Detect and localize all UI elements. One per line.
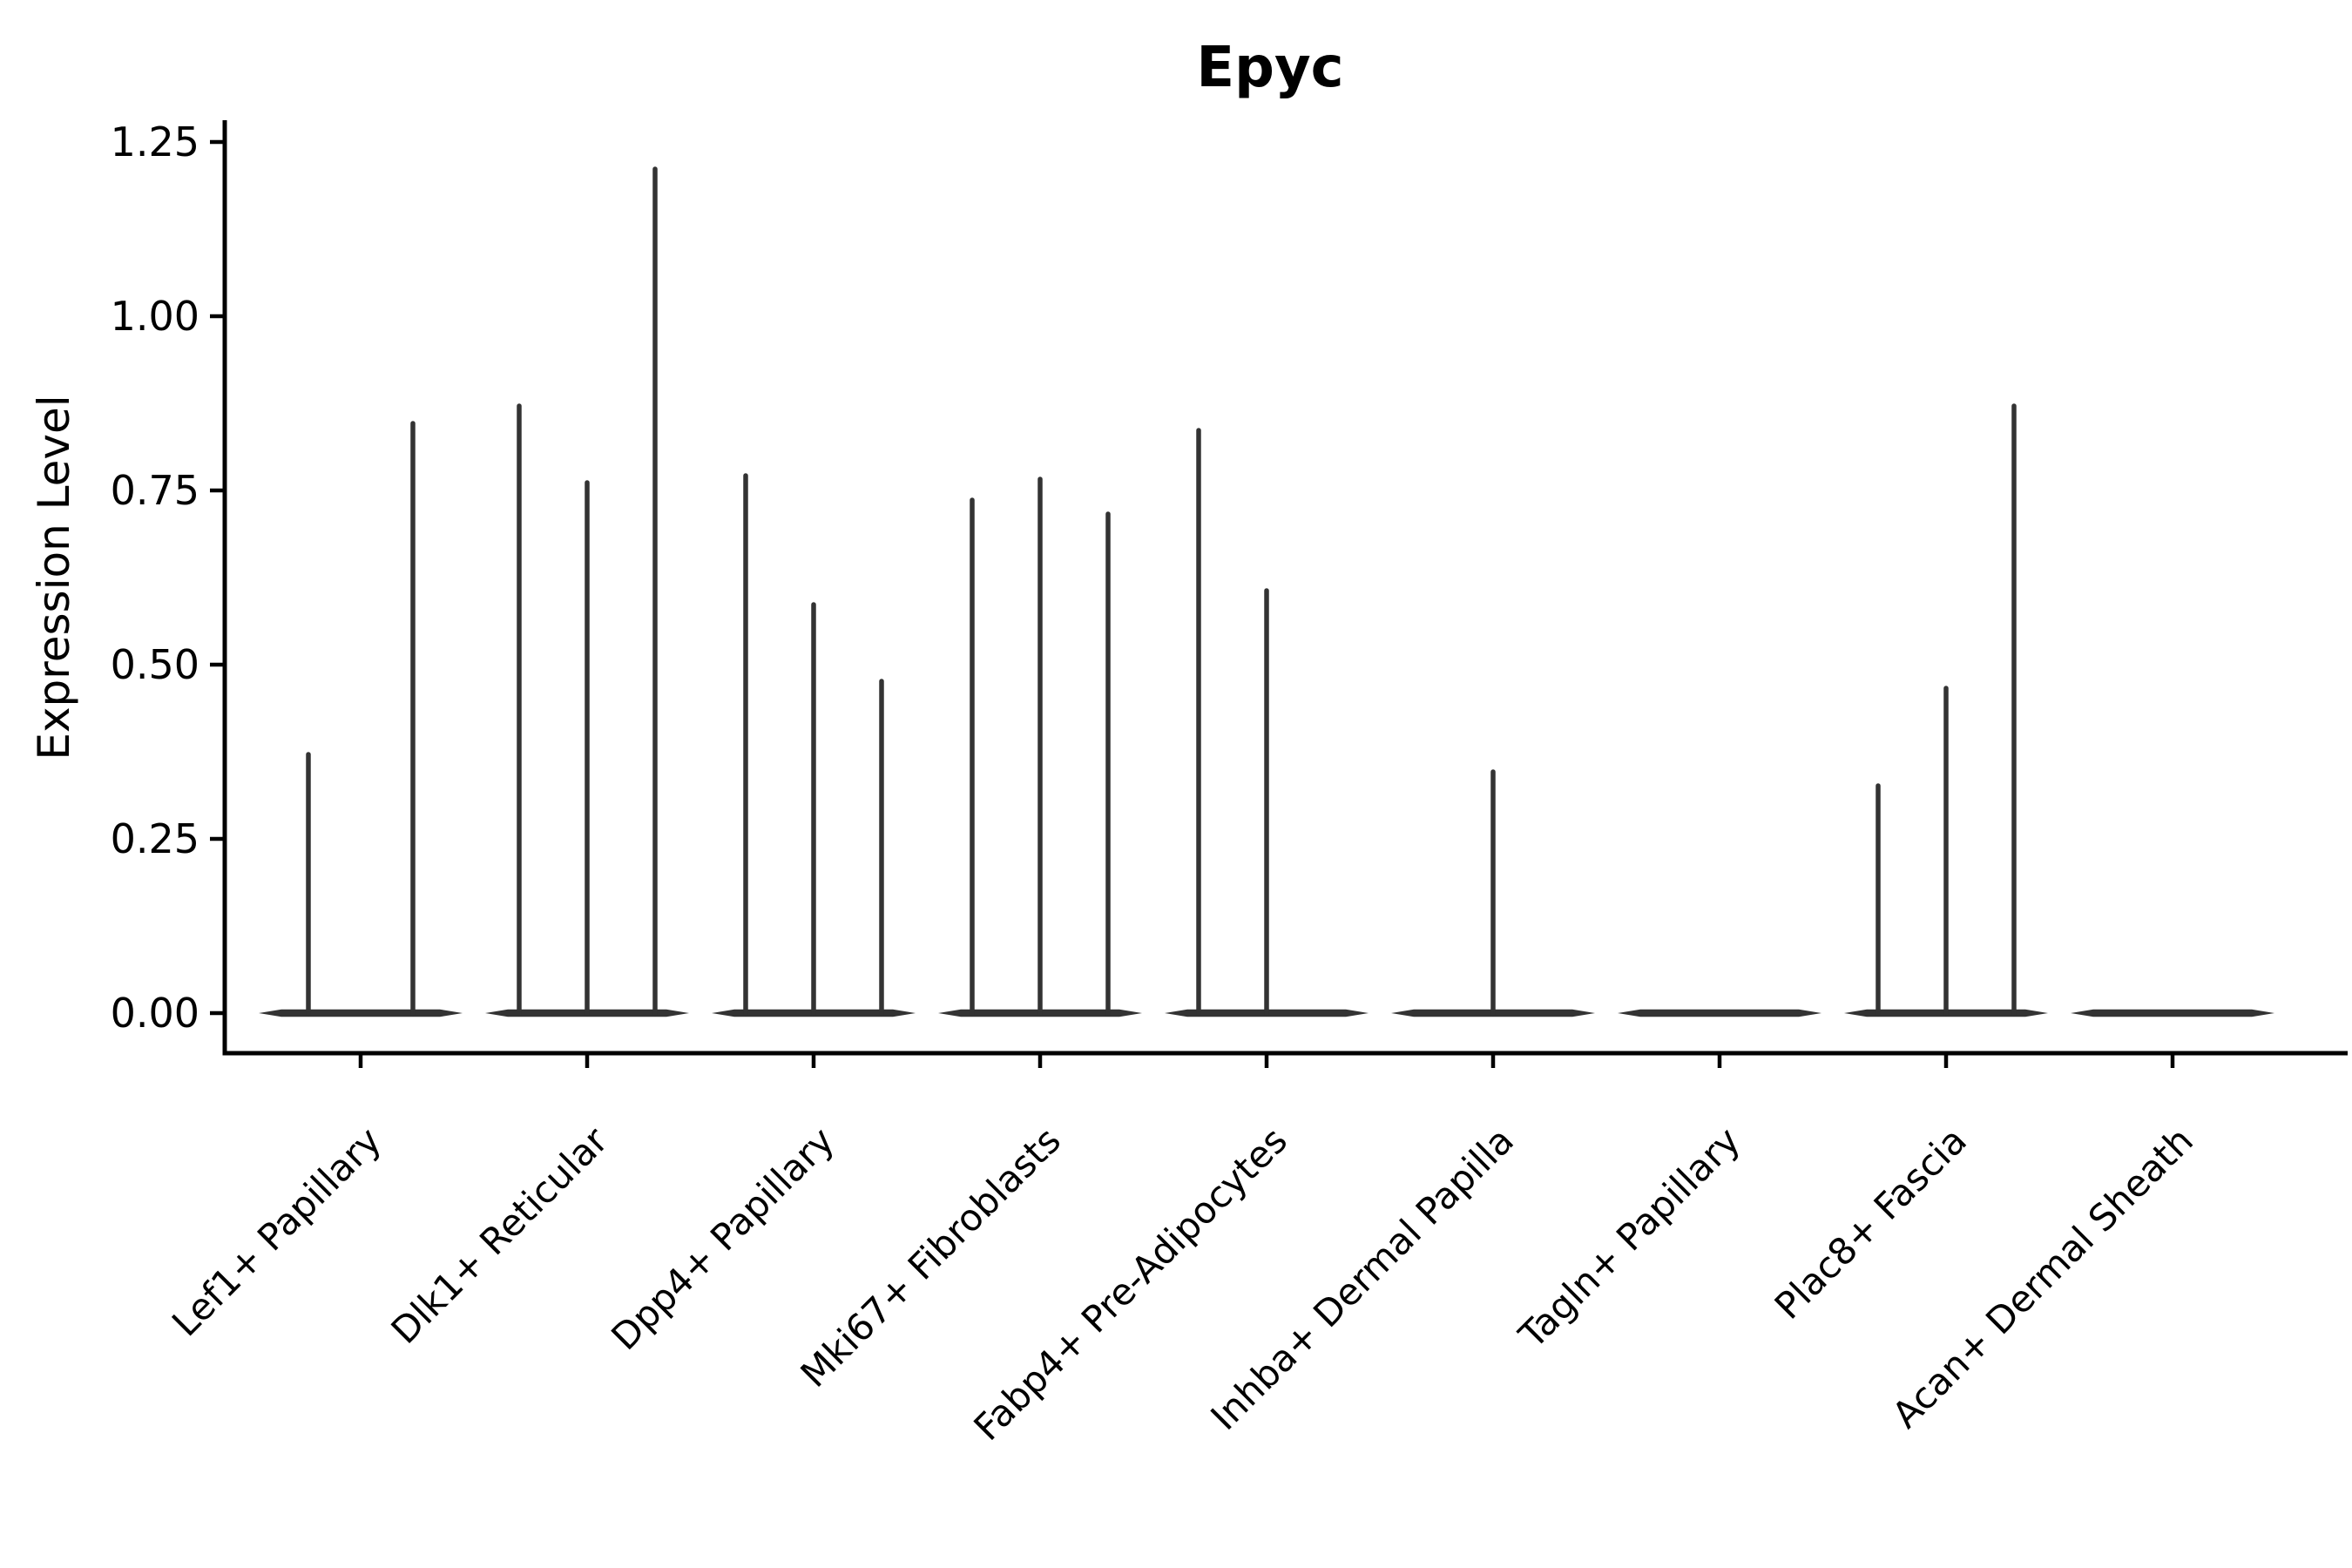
x-tick-label: Dlk1+ Reticular (383, 1119, 617, 1352)
y-tick-label: 1.25 (111, 118, 199, 166)
y-tick-label: 0.25 (111, 815, 199, 862)
x-tick-label: Tagln+ Papillary (1511, 1119, 1748, 1356)
chart-title: Epyc (1196, 36, 1344, 100)
x-tick-label: Plac8+ Fascia (1767, 1119, 1975, 1327)
x-tick-label: Lef1+ Papillary (164, 1119, 389, 1344)
axis-spines (222, 120, 2348, 1056)
y-tick-label: 0.00 (111, 990, 199, 1037)
y-tick-label: 0.75 (111, 467, 199, 514)
y-tick-label: 1.00 (111, 293, 199, 340)
violin-baseline (2071, 1009, 2274, 1017)
x-tick-label: Mki67+ Fibroblasts (793, 1119, 1069, 1395)
violin-baseline (259, 1009, 463, 1017)
x-tick-label: Dpp4+ Papillary (603, 1119, 842, 1358)
violin-baseline (1618, 1009, 1821, 1017)
y-tick-label: 0.50 (111, 641, 199, 688)
